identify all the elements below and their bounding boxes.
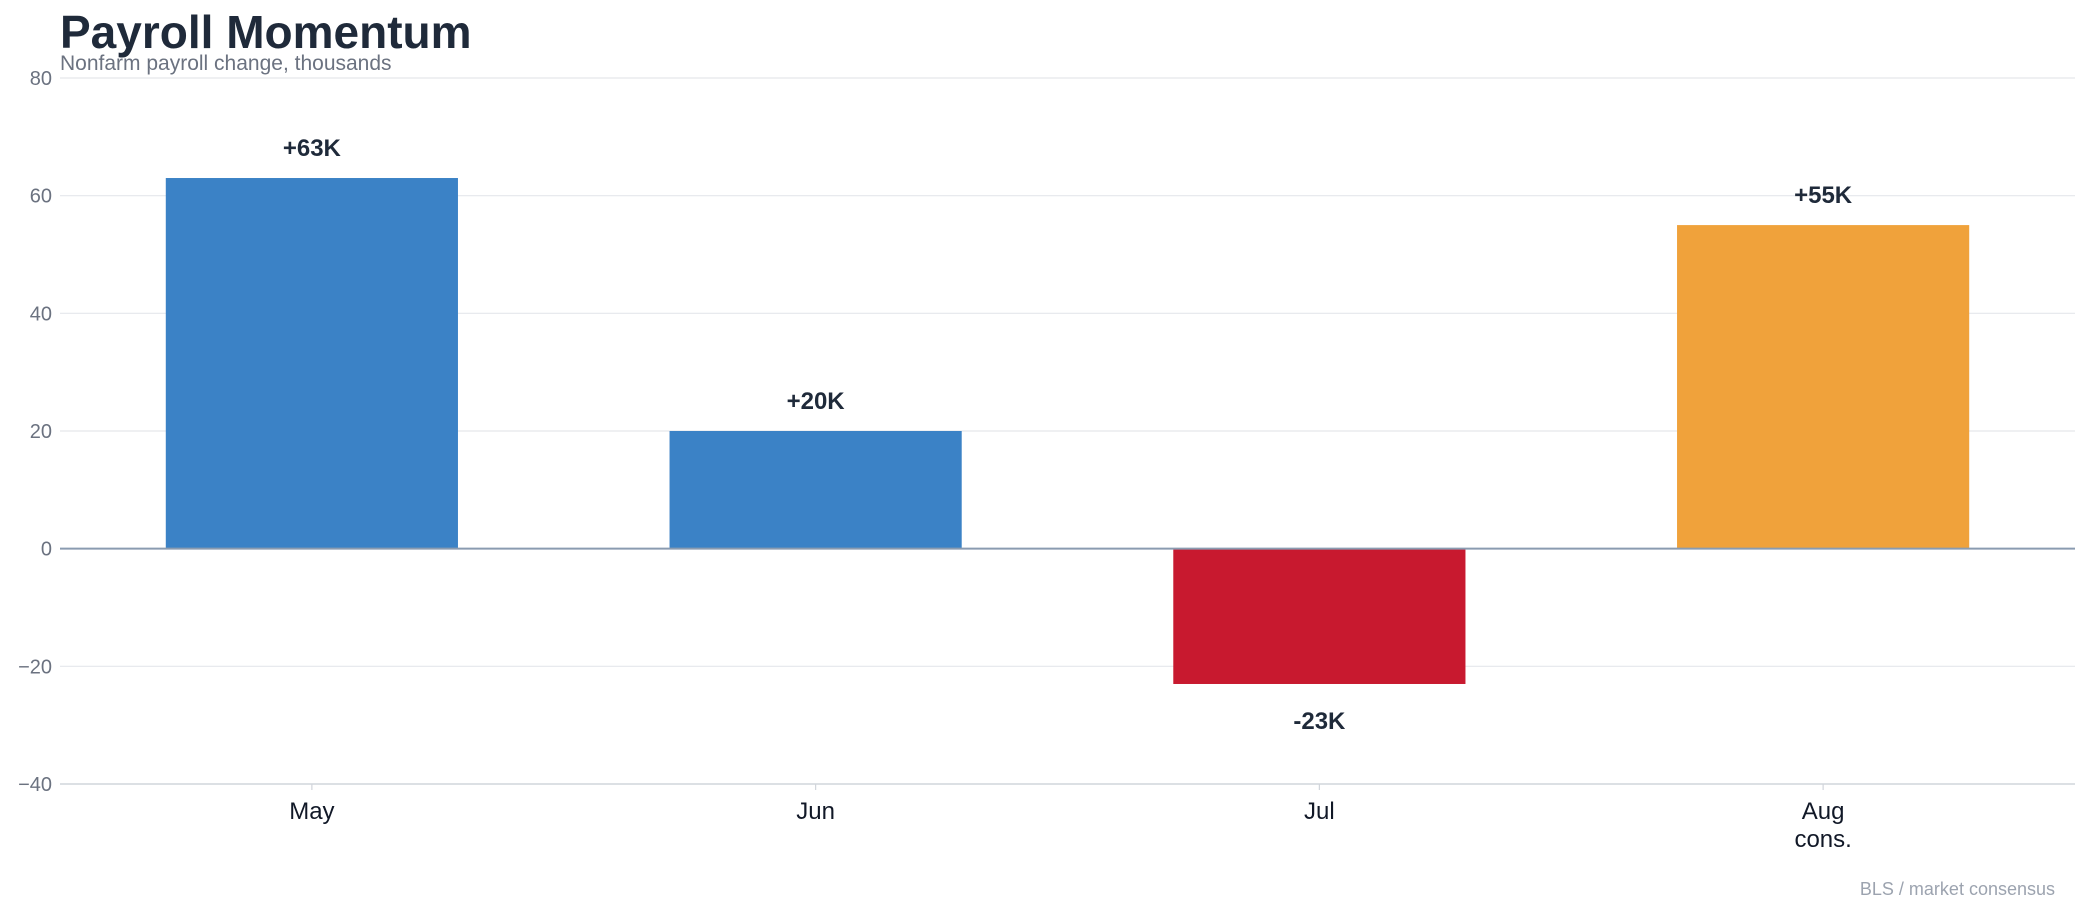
y-tick-label: 80 [30,68,52,90]
data-label: +55K [1794,182,1853,209]
x-tick-label: May [289,798,334,825]
data-label: +63K [283,135,342,162]
chart-subtitle: Nonfarm payroll change, thousands [60,52,392,75]
x-tick-label: Aug cons. [1794,798,1851,853]
x-tick-label: Jun [796,798,835,825]
bar-jun [669,431,962,549]
chart-title: Payroll Momentum [60,6,472,58]
bar-may [165,178,458,549]
y-axis: −40 −20 0 20 40 60 80 [18,68,52,796]
y-tick-label: 0 [41,539,52,561]
y-tick-label: −40 [18,774,52,796]
y-tick-label: 60 [30,186,52,208]
data-label: -23K [1293,708,1346,735]
x-tick-label: Jul [1304,798,1335,825]
bar-jul [1173,548,1466,684]
source-note: BLS / market consensus [1860,879,2055,899]
data-labels: +63K +20K -23K +55K [283,135,1853,735]
bar-aug [1677,225,1970,549]
y-tick-label: 40 [30,303,52,325]
y-tick-label: 20 [30,421,52,443]
y-tick-label: −20 [18,656,52,678]
data-label: +20K [787,388,846,415]
x-axis: May Jun Jul Aug cons. [289,784,1852,853]
bars [165,178,1970,684]
